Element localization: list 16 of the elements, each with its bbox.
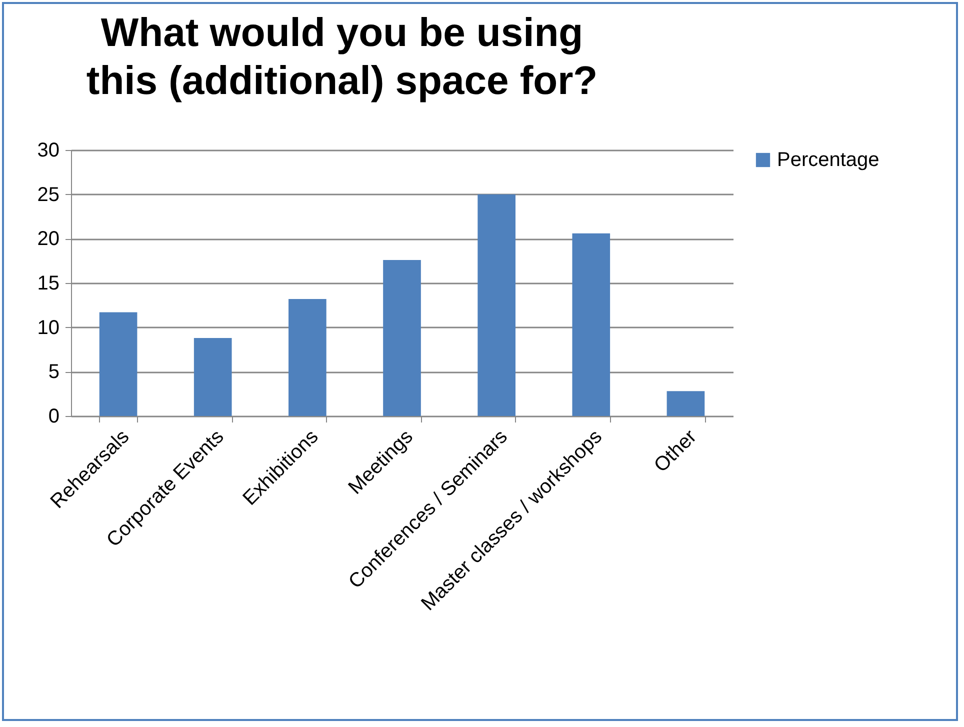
legend-label: Percentage — [777, 149, 880, 171]
bar — [383, 260, 421, 416]
bar — [288, 298, 326, 416]
bar — [99, 312, 138, 416]
chart-title: What would you be using this (additional) space for? — [86, 11, 598, 103]
y-tick-label: 10 — [37, 316, 60, 339]
y-tick-label: 0 — [48, 406, 60, 428]
bar — [666, 391, 705, 416]
y-tick-label: 15 — [37, 272, 60, 294]
y-tick-label: 5 — [48, 361, 60, 384]
y-tick-label: 30 — [37, 140, 60, 162]
y-tick-label: 20 — [37, 228, 60, 250]
bar — [194, 338, 232, 416]
bar — [572, 233, 610, 416]
y-tick-label: 25 — [37, 184, 60, 206]
bar — [478, 194, 516, 416]
